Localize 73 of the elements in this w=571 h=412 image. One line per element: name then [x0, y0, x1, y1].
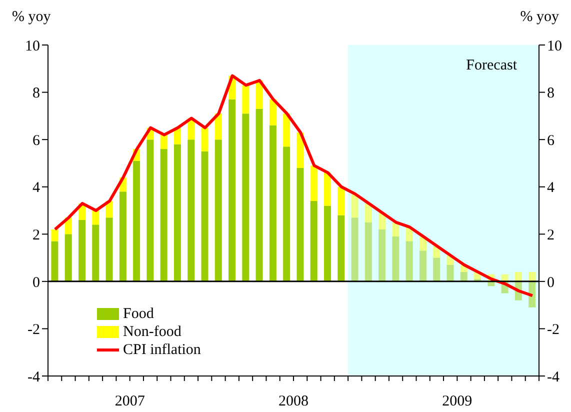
legend-label: Food: [123, 305, 154, 323]
bar: [419, 250, 426, 282]
bar: [351, 218, 358, 282]
bar: [242, 85, 250, 114]
legend-label: Non-food: [123, 323, 182, 341]
bar: [378, 229, 386, 282]
x-tick-label: 2008: [278, 394, 308, 410]
bar: [228, 99, 236, 282]
band-label: Forecast: [466, 58, 518, 74]
x-tick-label: 2009: [442, 394, 472, 410]
y-tick-label: 10: [25, 38, 40, 54]
bar: [214, 140, 222, 282]
bar: [174, 144, 181, 282]
bar: [201, 128, 208, 152]
bar: [64, 234, 72, 282]
bar: [119, 192, 126, 282]
y-tick-label: -2: [28, 322, 40, 338]
y2-tick-label: 8: [547, 86, 554, 102]
y-tick-label: 2: [32, 227, 40, 244]
y2-tick-label: 6: [547, 132, 555, 149]
bar: [283, 146, 290, 282]
bar: [133, 160, 140, 282]
line-series: [54, 74, 534, 298]
bar: [188, 140, 195, 282]
legend-label: CPI inflation: [123, 341, 201, 359]
y-tick-label: -4: [28, 369, 40, 386]
bar: [146, 140, 154, 282]
bar: [364, 203, 372, 222]
bar: [364, 222, 372, 282]
bar: [78, 220, 86, 282]
bar: [338, 215, 345, 282]
bar: [324, 172, 331, 206]
bar: [378, 212, 386, 230]
bar: [269, 125, 276, 282]
bar: [446, 264, 454, 282]
y2-tick-label: 2: [547, 227, 554, 244]
y2-tick-label: 4: [547, 180, 555, 196]
y2-tick-label: -2: [547, 322, 560, 338]
bar: [351, 194, 358, 218]
bar: [160, 149, 168, 282]
x-tick-label: 2007: [114, 394, 146, 410]
bar: [106, 218, 113, 282]
bar: [283, 114, 290, 147]
bar: [310, 201, 318, 282]
bar: [256, 108, 263, 282]
bar: [201, 151, 208, 282]
bar: [51, 229, 58, 242]
y2-tick-label: -4: [547, 369, 560, 386]
bar: [433, 258, 440, 282]
bar: [338, 186, 345, 216]
bar: [296, 132, 304, 168]
bar: [296, 168, 304, 282]
bar: [214, 114, 222, 140]
y-tick-label: 4: [32, 180, 40, 196]
y2-axis-title: % yoy: [520, 9, 559, 26]
bar: [269, 99, 276, 126]
bar: [392, 222, 400, 237]
bar: [528, 281, 536, 308]
bar: [324, 206, 331, 282]
y2-tick-label: 10: [547, 38, 562, 54]
y-tick-label: 6: [32, 132, 40, 149]
bar: [160, 134, 168, 150]
bar: [51, 241, 58, 282]
y-tick-label: 8: [32, 86, 40, 102]
bar: [92, 224, 100, 282]
bar: [392, 236, 400, 282]
bar: [406, 241, 413, 282]
y-axis-title: % yoy: [12, 9, 51, 26]
bar: [92, 210, 100, 225]
bar: [242, 114, 250, 282]
bar: [310, 166, 318, 202]
y-tick-label: 0: [32, 274, 40, 291]
y2-tick-label: 0: [547, 274, 554, 291]
